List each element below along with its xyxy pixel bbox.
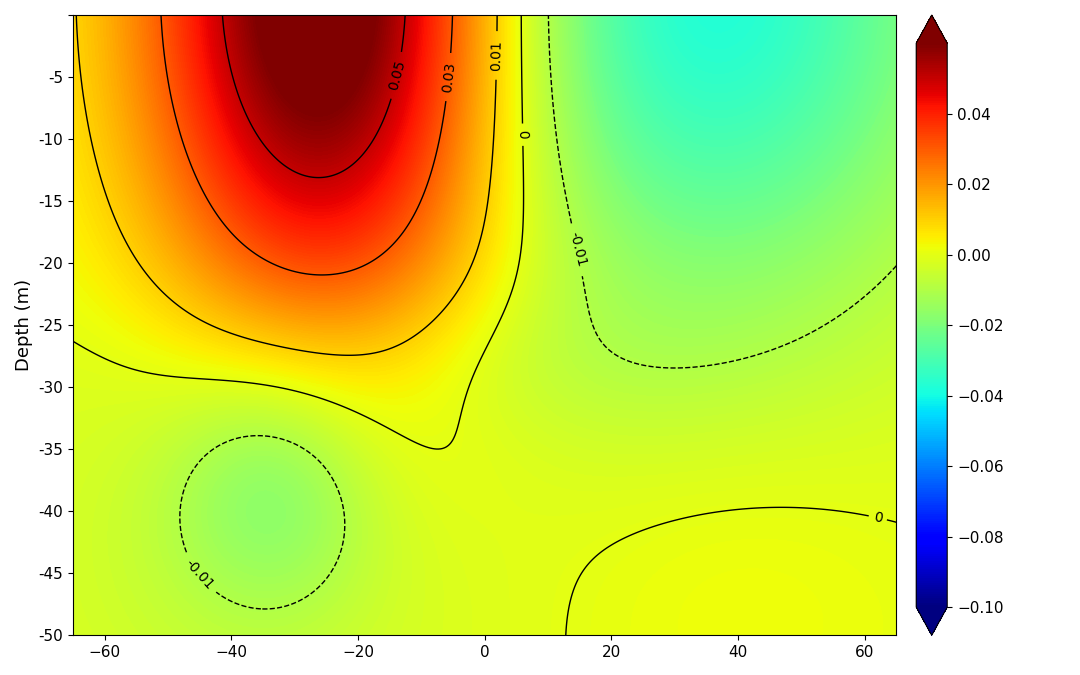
Text: 0.01: 0.01 bbox=[489, 40, 504, 71]
Text: -0.01: -0.01 bbox=[181, 557, 216, 593]
PathPatch shape bbox=[916, 15, 947, 43]
Y-axis label: Depth (m): Depth (m) bbox=[15, 279, 33, 371]
Text: -0.01: -0.01 bbox=[566, 231, 589, 269]
Text: 0: 0 bbox=[515, 130, 530, 139]
PathPatch shape bbox=[916, 607, 947, 635]
Text: 0: 0 bbox=[873, 510, 883, 525]
Text: 0.03: 0.03 bbox=[440, 61, 458, 93]
Text: 0.05: 0.05 bbox=[387, 59, 408, 92]
